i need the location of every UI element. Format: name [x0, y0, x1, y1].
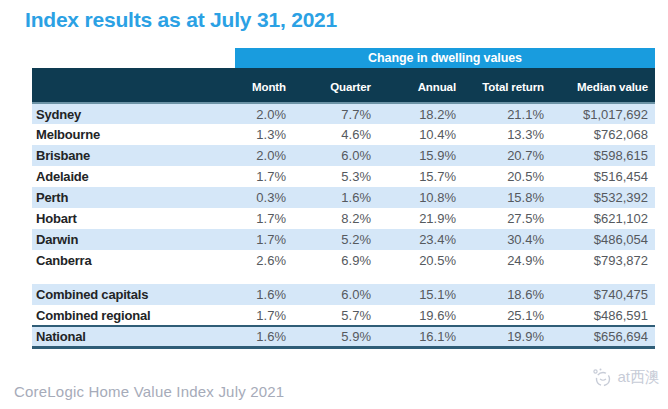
median-value-cell: $740,475: [551, 284, 655, 305]
report-page: Index results as at July 31, 2021 Change…: [0, 0, 668, 409]
quarter-cell: 5.3%: [293, 166, 378, 187]
annual-cell: 21.9%: [378, 208, 463, 229]
median-value-cell: $793,872: [551, 250, 655, 271]
row-name-cell: Hobart: [32, 208, 235, 229]
table-row: Sydney 2.0% 7.7% 18.2% 21.1% $1,017,692: [32, 103, 655, 124]
table-row: Canberra 2.6% 6.9% 20.5% 24.9% $793,872: [32, 250, 655, 271]
month-cell: 1.6%: [235, 326, 293, 347]
median-value-cell: $516,454: [551, 166, 655, 187]
watermark: at西澳: [591, 366, 660, 388]
page-title: Index results as at July 31, 2021: [25, 8, 337, 32]
total-return-cell: 20.5%: [463, 166, 551, 187]
table-row: Combined regional 1.7% 5.7% 19.6% 25.1% …: [32, 305, 655, 326]
row-name-cell: National: [32, 326, 235, 347]
quarter-cell: 7.7%: [293, 103, 378, 124]
sketch-globe-icon: [591, 366, 613, 388]
month-cell: 0.3%: [235, 187, 293, 208]
watermark-label: at西澳: [617, 368, 660, 387]
index-results-table: Change in dwelling values Month Quarter …: [32, 48, 655, 349]
median-value-cell: $532,392: [551, 187, 655, 208]
total-return-column-header: Total return: [463, 68, 551, 103]
annual-cell: 16.1%: [378, 326, 463, 347]
banner-label: Change in dwelling values: [235, 48, 655, 68]
total-return-cell: 20.7%: [463, 145, 551, 166]
month-cell: 1.6%: [235, 284, 293, 305]
month-cell: 1.3%: [235, 124, 293, 145]
month-cell: 1.7%: [235, 305, 293, 326]
median-value-cell: $656,694: [551, 326, 655, 347]
median-value-cell: $1,017,692: [551, 103, 655, 124]
quarter-cell: 6.0%: [293, 145, 378, 166]
annual-cell: 15.9%: [378, 145, 463, 166]
name-column-header: [32, 68, 235, 103]
row-name-cell: Perth: [32, 187, 235, 208]
median-value-cell: $486,054: [551, 229, 655, 250]
total-return-cell: 25.1%: [463, 305, 551, 326]
row-name-cell: Sydney: [32, 103, 235, 124]
median-value-cell: $486,591: [551, 305, 655, 326]
annual-cell: 20.5%: [378, 250, 463, 271]
banner-spacer: [32, 48, 235, 68]
row-name-cell: Combined capitals: [32, 284, 235, 305]
banner-row: Change in dwelling values: [32, 48, 655, 68]
month-cell: 1.7%: [235, 166, 293, 187]
annual-cell: 23.4%: [378, 229, 463, 250]
median-value-cell: $621,102: [551, 208, 655, 229]
table-row: Combined capitals 1.6% 6.0% 15.1% 18.6% …: [32, 284, 655, 305]
total-return-cell: 24.9%: [463, 250, 551, 271]
source-caption: CoreLogic Home Value Index July 2021: [14, 383, 284, 400]
median-value-column-header: Median value: [551, 68, 655, 103]
month-cell: 1.7%: [235, 229, 293, 250]
month-cell: 2.6%: [235, 250, 293, 271]
table-body: Change in dwelling values Month Quarter …: [32, 48, 655, 347]
quarter-column-header: Quarter: [293, 68, 378, 103]
group-spacer-row: [32, 271, 655, 284]
group-spacer-cell: [32, 271, 655, 284]
quarter-cell: 5.9%: [293, 326, 378, 347]
annual-cell: 15.1%: [378, 284, 463, 305]
table-row: Adelaide 1.7% 5.3% 15.7% 20.5% $516,454: [32, 166, 655, 187]
row-name-cell: Darwin: [32, 229, 235, 250]
table-row: Hobart 1.7% 8.2% 21.9% 27.5% $621,102: [32, 208, 655, 229]
row-name-cell: Melbourne: [32, 124, 235, 145]
total-return-cell: 30.4%: [463, 229, 551, 250]
quarter-cell: 5.7%: [293, 305, 378, 326]
month-cell: 2.0%: [235, 103, 293, 124]
column-header-row: Month Quarter Annual Total return Median…: [32, 68, 655, 103]
median-value-cell: $762,068: [551, 124, 655, 145]
total-return-cell: 27.5%: [463, 208, 551, 229]
total-return-cell: 13.3%: [463, 124, 551, 145]
annual-cell: 10.8%: [378, 187, 463, 208]
total-return-cell: 21.1%: [463, 103, 551, 124]
quarter-cell: 6.0%: [293, 284, 378, 305]
month-cell: 2.0%: [235, 145, 293, 166]
month-column-header: Month: [235, 68, 293, 103]
month-cell: 1.7%: [235, 208, 293, 229]
table-row: Darwin 1.7% 5.2% 23.4% 30.4% $486,054: [32, 229, 655, 250]
table-row: National 1.6% 5.9% 16.1% 19.9% $656,694: [32, 326, 655, 347]
median-value-cell: $598,615: [551, 145, 655, 166]
total-return-cell: 19.9%: [463, 326, 551, 347]
row-name-cell: Brisbane: [32, 145, 235, 166]
table-row: Perth 0.3% 1.6% 10.8% 15.8% $532,392: [32, 187, 655, 208]
annual-column-header: Annual: [378, 68, 463, 103]
total-return-cell: 18.6%: [463, 284, 551, 305]
row-name-cell: Combined regional: [32, 305, 235, 326]
annual-cell: 19.6%: [378, 305, 463, 326]
table-row: Melbourne 1.3% 4.6% 10.4% 13.3% $762,068: [32, 124, 655, 145]
table-row: Brisbane 2.0% 6.0% 15.9% 20.7% $598,615: [32, 145, 655, 166]
annual-cell: 15.7%: [378, 166, 463, 187]
annual-cell: 18.2%: [378, 103, 463, 124]
total-return-cell: 15.8%: [463, 187, 551, 208]
quarter-cell: 5.2%: [293, 229, 378, 250]
row-name-cell: Adelaide: [32, 166, 235, 187]
quarter-cell: 8.2%: [293, 208, 378, 229]
row-name-cell: Canberra: [32, 250, 235, 271]
annual-cell: 10.4%: [378, 124, 463, 145]
quarter-cell: 6.9%: [293, 250, 378, 271]
quarter-cell: 4.6%: [293, 124, 378, 145]
quarter-cell: 1.6%: [293, 187, 378, 208]
